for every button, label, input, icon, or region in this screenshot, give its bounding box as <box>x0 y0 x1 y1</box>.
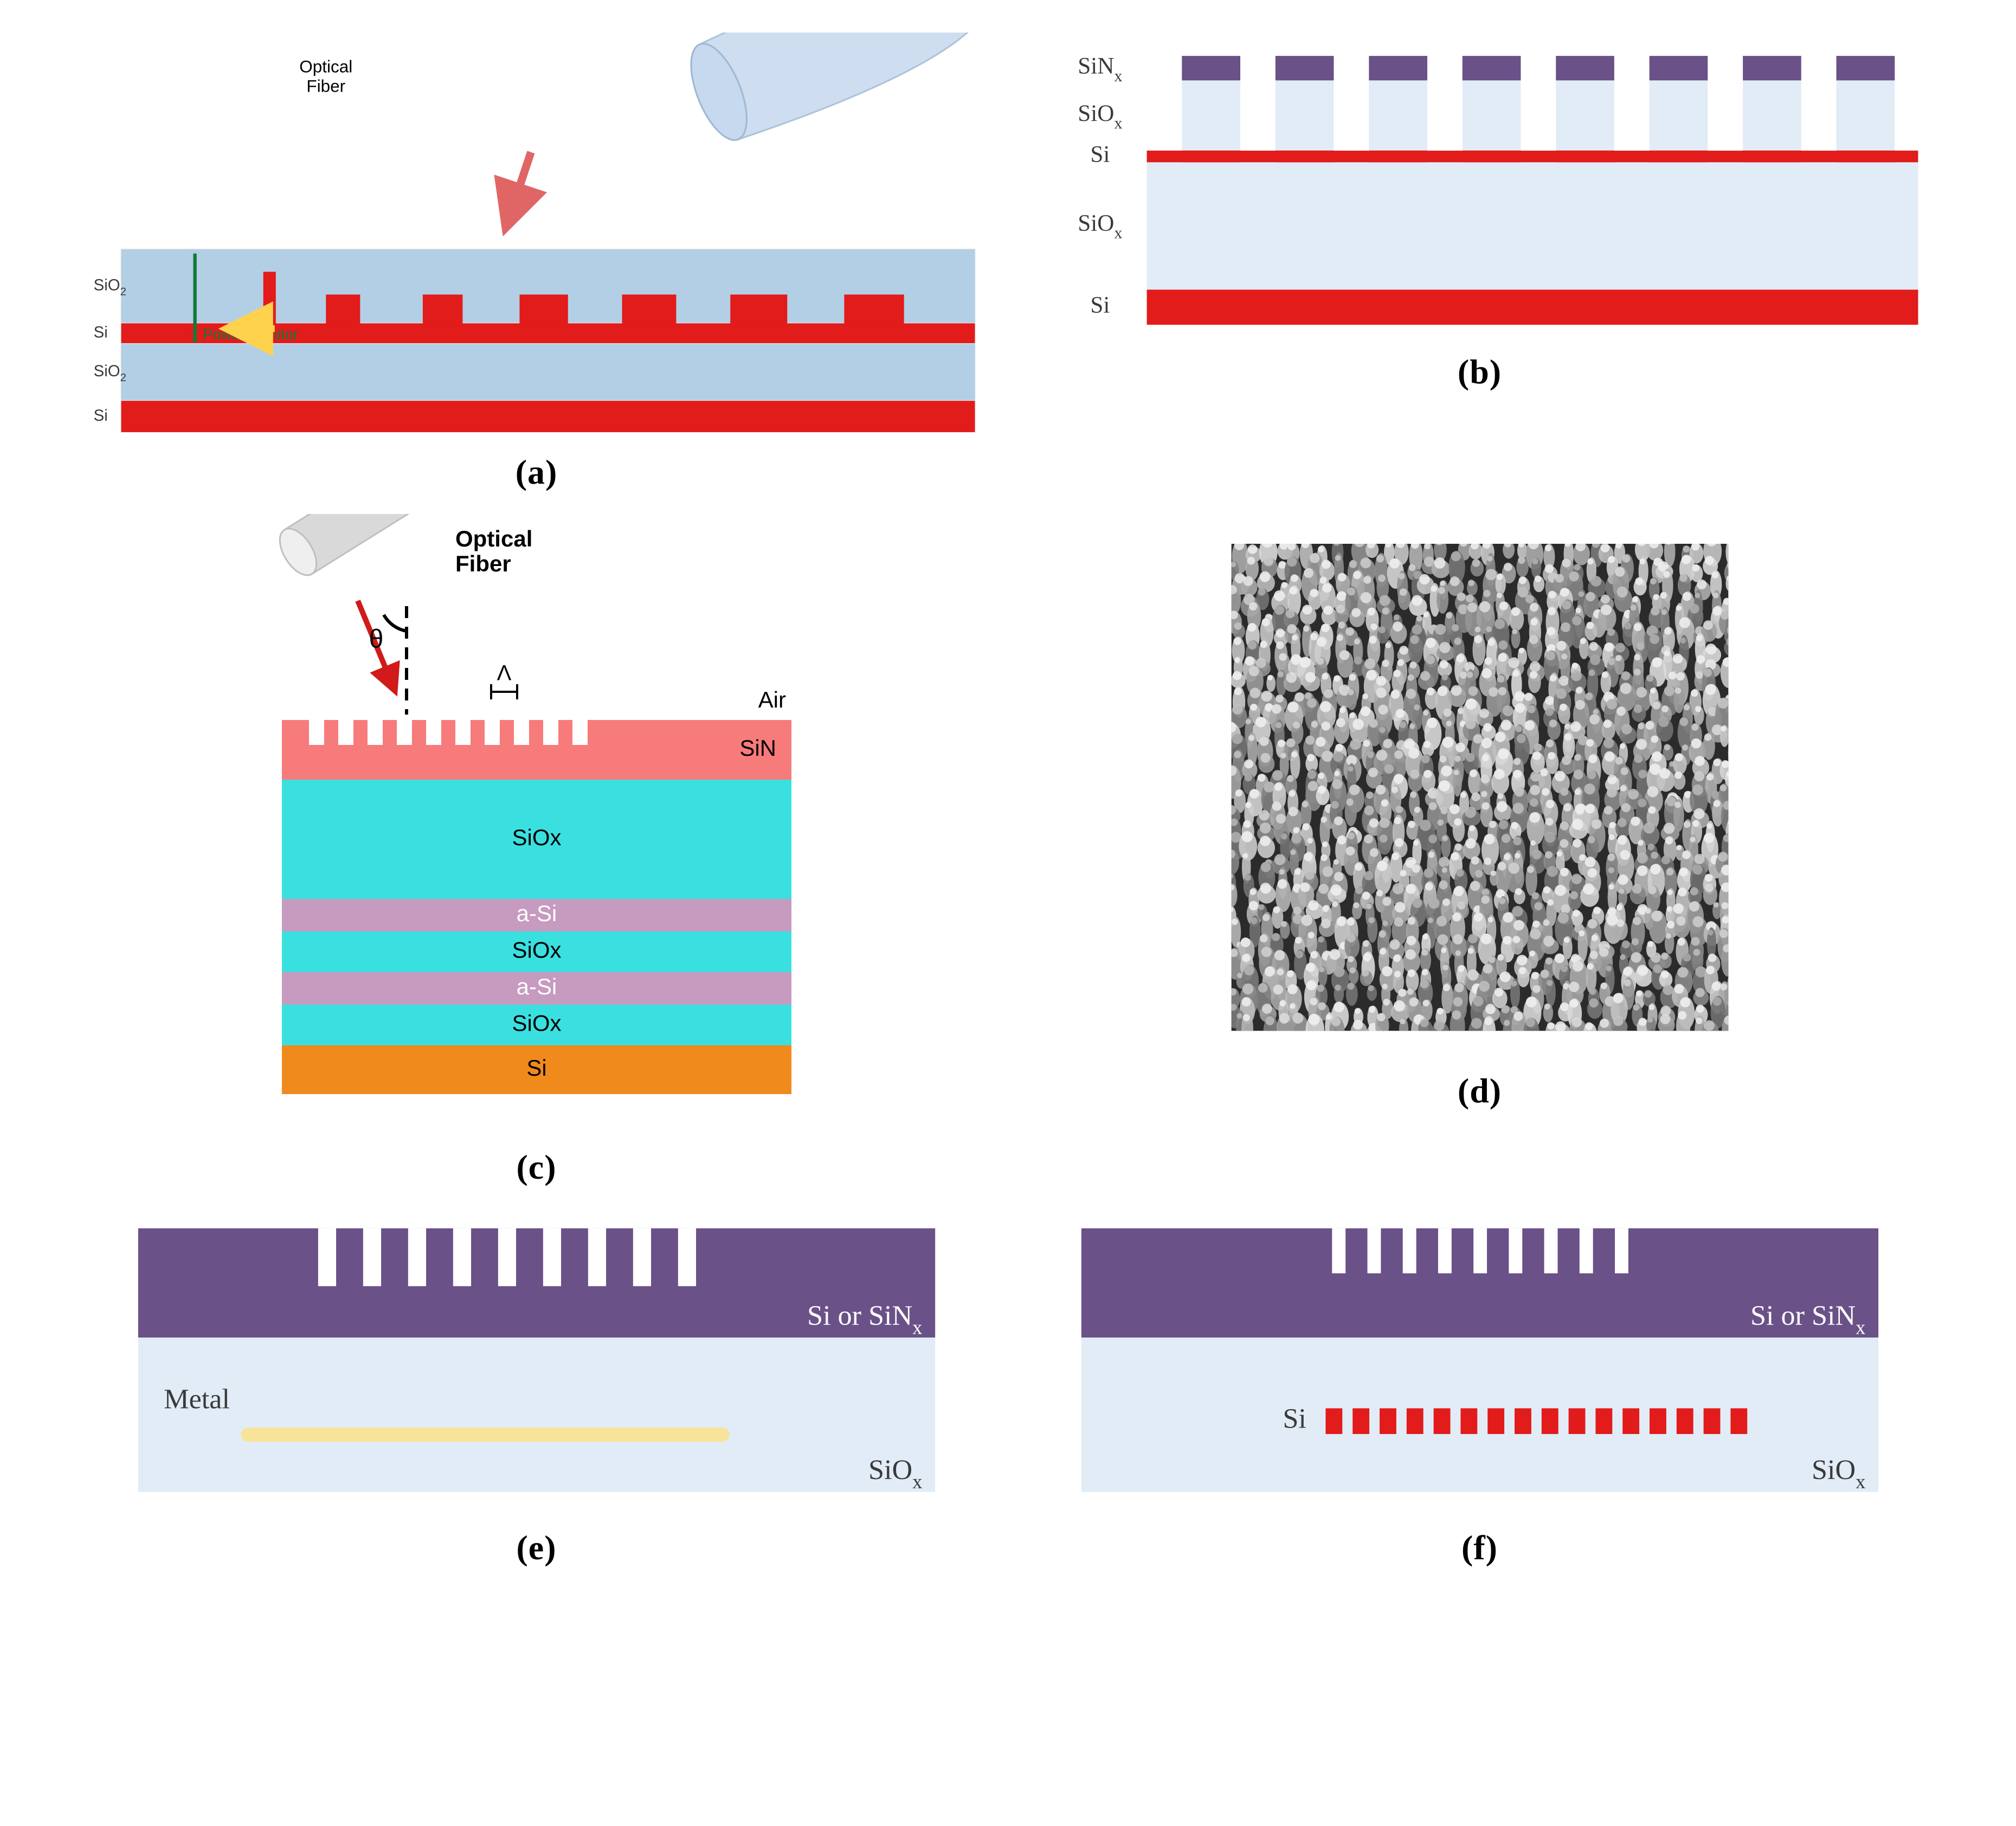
panel-d: (d) <box>1030 514 1930 1187</box>
svg-text:SiOx: SiOx <box>512 825 561 851</box>
panel-e: Si or SiNxMetalSiOx (e) <box>87 1209 987 1567</box>
caption-c: (c) <box>516 1147 556 1187</box>
panel-b: SiNx SiOx Si SiOx Si (b) <box>1030 33 1930 492</box>
svg-text:Si: Si <box>1090 293 1110 318</box>
svg-text:Si: Si <box>93 323 107 341</box>
svg-text:Λ: Λ <box>497 661 511 685</box>
caption-d: (d) <box>1458 1071 1502 1111</box>
svg-text:SiOx: SiOx <box>512 1011 561 1036</box>
caption-b: (b) <box>1458 352 1502 392</box>
panel-a: SiO2SiSiO2SiPower MonitorOpticalFiber (a… <box>87 33 987 492</box>
panel-e-diagram: Si or SiNxMetalSiOx <box>87 1209 987 1518</box>
svg-text:SiOx: SiOx <box>512 937 561 963</box>
svg-text:Si: Si <box>526 1056 546 1081</box>
panel-f: Si or SiNxSiSiOx (f) <box>1030 1209 1930 1567</box>
svg-text:Metal: Metal <box>164 1384 230 1415</box>
svg-text:SiN: SiN <box>739 736 776 761</box>
svg-text:SiOx: SiOx <box>1078 211 1122 242</box>
svg-text:Si: Si <box>1283 1404 1306 1435</box>
caption-a: (a) <box>516 452 558 492</box>
svg-text:a-Si: a-Si <box>516 901 557 927</box>
svg-text:OpticalFiber: OpticalFiber <box>455 526 532 576</box>
caption-f: (f) <box>1461 1528 1498 1568</box>
svg-text:θ: θ <box>369 625 383 654</box>
svg-text:Air: Air <box>758 687 785 713</box>
panel-c: SiN SiOx a-Si SiOx a-Si SiOx Si Air Λ OpticalFibe… <box>87 514 987 1187</box>
panel-b-diagram: SiNx SiOx Si SiOx Si <box>1030 33 1930 342</box>
panel-a-diagram: SiO2SiSiO2SiPower MonitorOpticalFiber <box>87 33 987 442</box>
svg-text:SiNx: SiNx <box>1078 54 1122 85</box>
panel-c-diagram: SiN SiOx a-Si SiOx a-Si SiOx Si Air Λ OpticalFibe… <box>217 514 856 1137</box>
panel-f-diagram: Si or SiNxSiSiOx <box>1030 1209 1930 1518</box>
svg-text:Si: Si <box>93 407 107 425</box>
svg-text:Si: Si <box>1090 142 1110 167</box>
svg-text:a-Si: a-Si <box>516 974 557 1000</box>
svg-text:OpticalFiber: OpticalFiber <box>299 57 352 96</box>
svg-text:SiOx: SiOx <box>1078 101 1122 132</box>
panel-d-sem-image <box>1182 514 1778 1060</box>
caption-e: (e) <box>516 1528 556 1568</box>
